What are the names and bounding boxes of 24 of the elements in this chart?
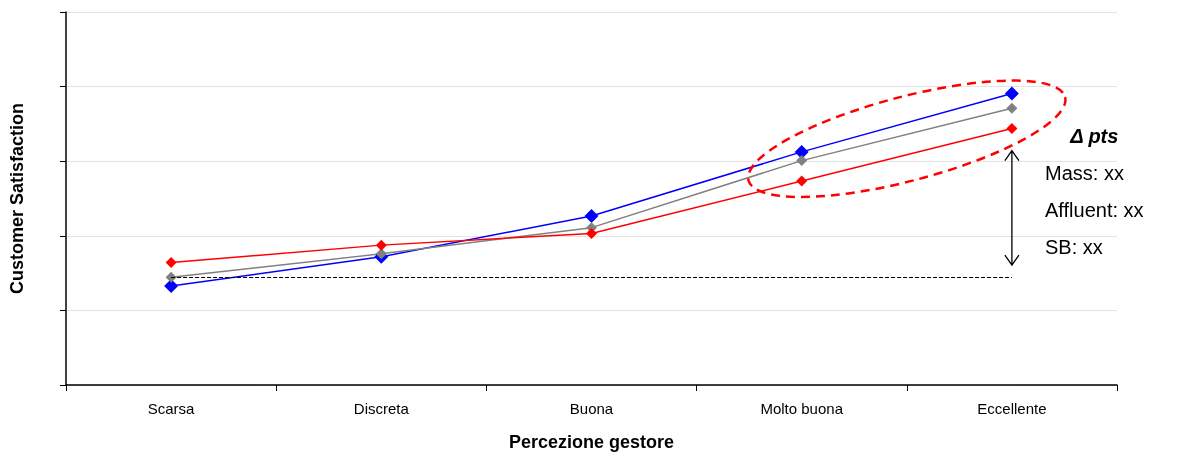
- point: [165, 257, 177, 269]
- point: [584, 208, 599, 223]
- y-axis-title: Customer Satisfaction: [7, 102, 27, 295]
- point: [794, 144, 809, 159]
- annotation: Mass: xx: [1045, 161, 1125, 186]
- x-tick-label: Discreta: [353, 400, 410, 417]
- point: [796, 175, 808, 187]
- point: [164, 278, 179, 293]
- point: [375, 239, 387, 251]
- x-tick-label: Scarsa: [147, 400, 196, 417]
- annotation: Δ pts: [1068, 124, 1120, 149]
- point: [796, 155, 808, 167]
- point: [1006, 123, 1018, 135]
- x-tick-label: Molto buona: [760, 400, 844, 417]
- point: [165, 271, 177, 283]
- x-axis-title: Percezione gestore: [508, 432, 675, 452]
- point: [586, 227, 597, 239]
- point: [375, 248, 387, 260]
- point: [1006, 102, 1018, 114]
- point: [1004, 86, 1019, 101]
- x-tick-label: Buona: [569, 400, 614, 417]
- annotation: Affluent: xx: [1045, 198, 1144, 223]
- annotation: SB: xx: [1045, 235, 1104, 260]
- x-tick-label: Eccellente: [977, 400, 1047, 417]
